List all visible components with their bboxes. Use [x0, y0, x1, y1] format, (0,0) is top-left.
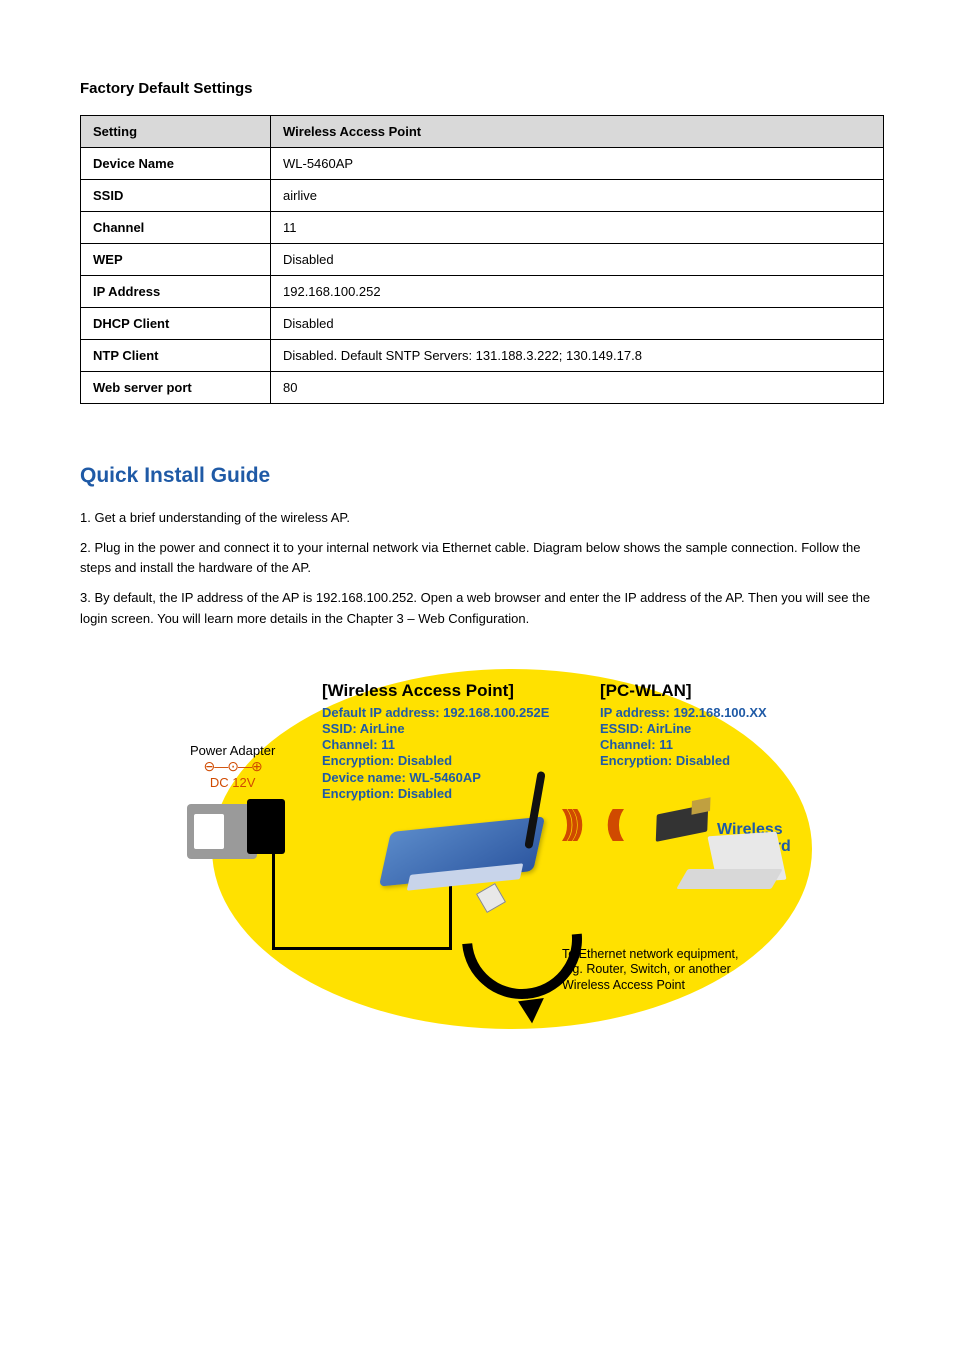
diagram-container: [Wireless Access Point] Default IP addre…	[80, 669, 884, 1039]
quick-step-3-link: Chapter 3 – Web Configuration	[347, 611, 526, 626]
quick-step-1: 1. Get a brief understanding of the wire…	[80, 508, 880, 528]
row-value: 192.168.100.252	[271, 276, 884, 308]
table-row: Device Name WL-5460AP	[81, 148, 884, 180]
pc-line: Channel: 11	[600, 737, 767, 753]
table-row: IP Address 192.168.100.252	[81, 276, 884, 308]
table-row: WEP Disabled	[81, 244, 884, 276]
settings-table: Setting Wireless Access Point Device Nam…	[80, 115, 884, 404]
row-value: airlive	[271, 180, 884, 212]
table-row: Channel 11	[81, 212, 884, 244]
power-adapter-label: Power Adapter ⊖—⊙—⊕ DC 12V	[190, 743, 275, 790]
row-label: NTP Client	[81, 340, 271, 372]
row-label: WEP	[81, 244, 271, 276]
col-setting: Setting	[81, 116, 271, 148]
row-label: Channel	[81, 212, 271, 244]
table-row: DHCP Client Disabled	[81, 308, 884, 340]
factory-heading: Factory Default Settings	[80, 80, 884, 97]
outlet-plate-icon	[194, 814, 224, 849]
table-row: NTP Client Disabled. Default SNTP Server…	[81, 340, 884, 372]
power-cable-icon	[272, 947, 452, 950]
row-label: DHCP Client	[81, 308, 271, 340]
quick-step-3: 3. By default, the IP address of the AP …	[80, 588, 880, 628]
laptop-base-icon	[676, 869, 783, 889]
quick-step-2: 2. Plug in the power and connect it to y…	[80, 538, 880, 578]
table-row: Web server port 80	[81, 372, 884, 404]
ap-line: Channel: 11	[322, 737, 549, 753]
power-dc-text: DC 12V	[190, 775, 275, 790]
power-adapter-text: Power Adapter	[190, 743, 275, 758]
quick-install-heading: Quick Install Guide	[80, 464, 884, 488]
wifi-waves-out-icon: )))	[562, 804, 578, 843]
row-value: Disabled. Default SNTP Servers: 131.188.…	[271, 340, 884, 372]
row-value: 11	[271, 212, 884, 244]
quick-step-2-text: 2. Plug in the power and connect it to y…	[80, 540, 529, 555]
connection-diagram: [Wireless Access Point] Default IP addre…	[152, 669, 812, 1039]
power-cable-icon	[272, 854, 275, 949]
ap-line: Encryption: Disabled	[322, 786, 549, 802]
pc-line: Encryption: Disabled	[600, 753, 767, 769]
ap-line: SSID: AirLine	[322, 721, 549, 737]
ap-section-title: [Wireless Access Point]	[322, 681, 514, 701]
pc-line: ESSID: AirLine	[600, 721, 767, 737]
ap-line: Device name: WL-5460AP	[322, 770, 549, 786]
col-value: Wireless Access Point	[271, 116, 884, 148]
power-polarity-icon: ⊖—⊙—⊕	[190, 758, 275, 775]
ap-line: Default IP address: 192.168.100.252E	[322, 705, 549, 721]
ethernet-note: To Ethernet network equipment, e.g. Rout…	[562, 947, 739, 994]
pc-line: IP address: 192.168.100.XX	[600, 705, 767, 721]
row-label: Web server port	[81, 372, 271, 404]
pc-settings-text: IP address: 192.168.100.XX ESSID: AirLin…	[600, 705, 767, 770]
pc-section-title: [PC-WLAN]	[600, 681, 692, 701]
row-label: Device Name	[81, 148, 271, 180]
row-label: IP Address	[81, 276, 271, 308]
quick-step-3-b: .	[526, 611, 530, 626]
row-value: Disabled	[271, 244, 884, 276]
wifi-waves-in-icon: )))	[614, 804, 624, 843]
eth-note-line: e.g. Router, Switch, or another	[562, 962, 739, 978]
eth-note-line: Wireless Access Point	[562, 978, 739, 994]
row-label: SSID	[81, 180, 271, 212]
table-header-row: Setting Wireless Access Point	[81, 116, 884, 148]
row-value: Disabled	[271, 308, 884, 340]
eth-note-line: To Ethernet network equipment,	[562, 947, 739, 963]
ap-line: Encryption: Disabled	[322, 753, 549, 769]
page-root: Factory Default Settings Setting Wireles…	[0, 0, 954, 1099]
ap-settings-text: Default IP address: 192.168.100.252E SSI…	[322, 705, 549, 803]
power-adapter-icon	[247, 799, 285, 854]
row-value: WL-5460AP	[271, 148, 884, 180]
row-value: 80	[271, 372, 884, 404]
table-row: SSID airlive	[81, 180, 884, 212]
